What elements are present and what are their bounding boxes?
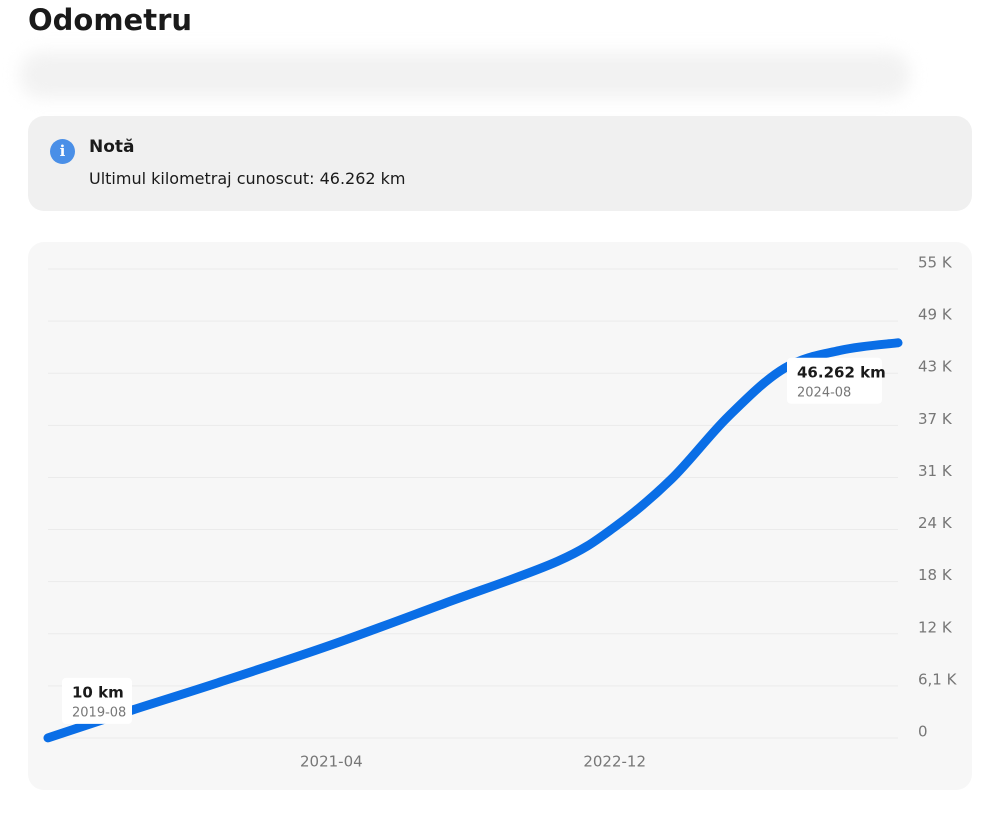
y-tick-label: 12 K: [918, 618, 953, 636]
odometer-line: [43, 338, 903, 743]
y-tick-label: 31 K: [918, 462, 953, 480]
y-tick-label: 24 K: [918, 514, 953, 532]
y-tick-label: 49 K: [918, 306, 953, 324]
note-box: i Notă Ultimul kilometraj cunoscut: 46.2…: [28, 116, 972, 211]
y-tick-label: 55 K: [918, 254, 953, 272]
value-label: 10 km: [72, 683, 124, 701]
y-tick-label: 37 K: [918, 410, 953, 428]
note-text: Ultimul kilometraj cunoscut: 46.262 km: [89, 169, 406, 188]
y-tick-label: 0: [918, 723, 928, 741]
value-label: 46.262 km: [797, 363, 886, 381]
y-tick-label: 43 K: [918, 358, 953, 376]
value-label-box: [787, 357, 882, 404]
value-label-date: 2019-08: [72, 705, 126, 720]
y-tick-label: 18 K: [918, 566, 953, 584]
note-title: Notă: [89, 137, 135, 157]
info-icon: i: [50, 139, 75, 164]
x-tick-label: 2022-12: [583, 753, 646, 771]
page-title: Odometru: [28, 3, 193, 37]
x-tick-label: 2021-04: [300, 753, 363, 771]
value-label-date: 2024-08: [797, 385, 851, 400]
blurred-subtitle: [20, 52, 910, 98]
value-label-box: [62, 677, 132, 724]
y-tick-label: 6,1 K: [918, 670, 958, 688]
chart-card: [28, 242, 972, 790]
